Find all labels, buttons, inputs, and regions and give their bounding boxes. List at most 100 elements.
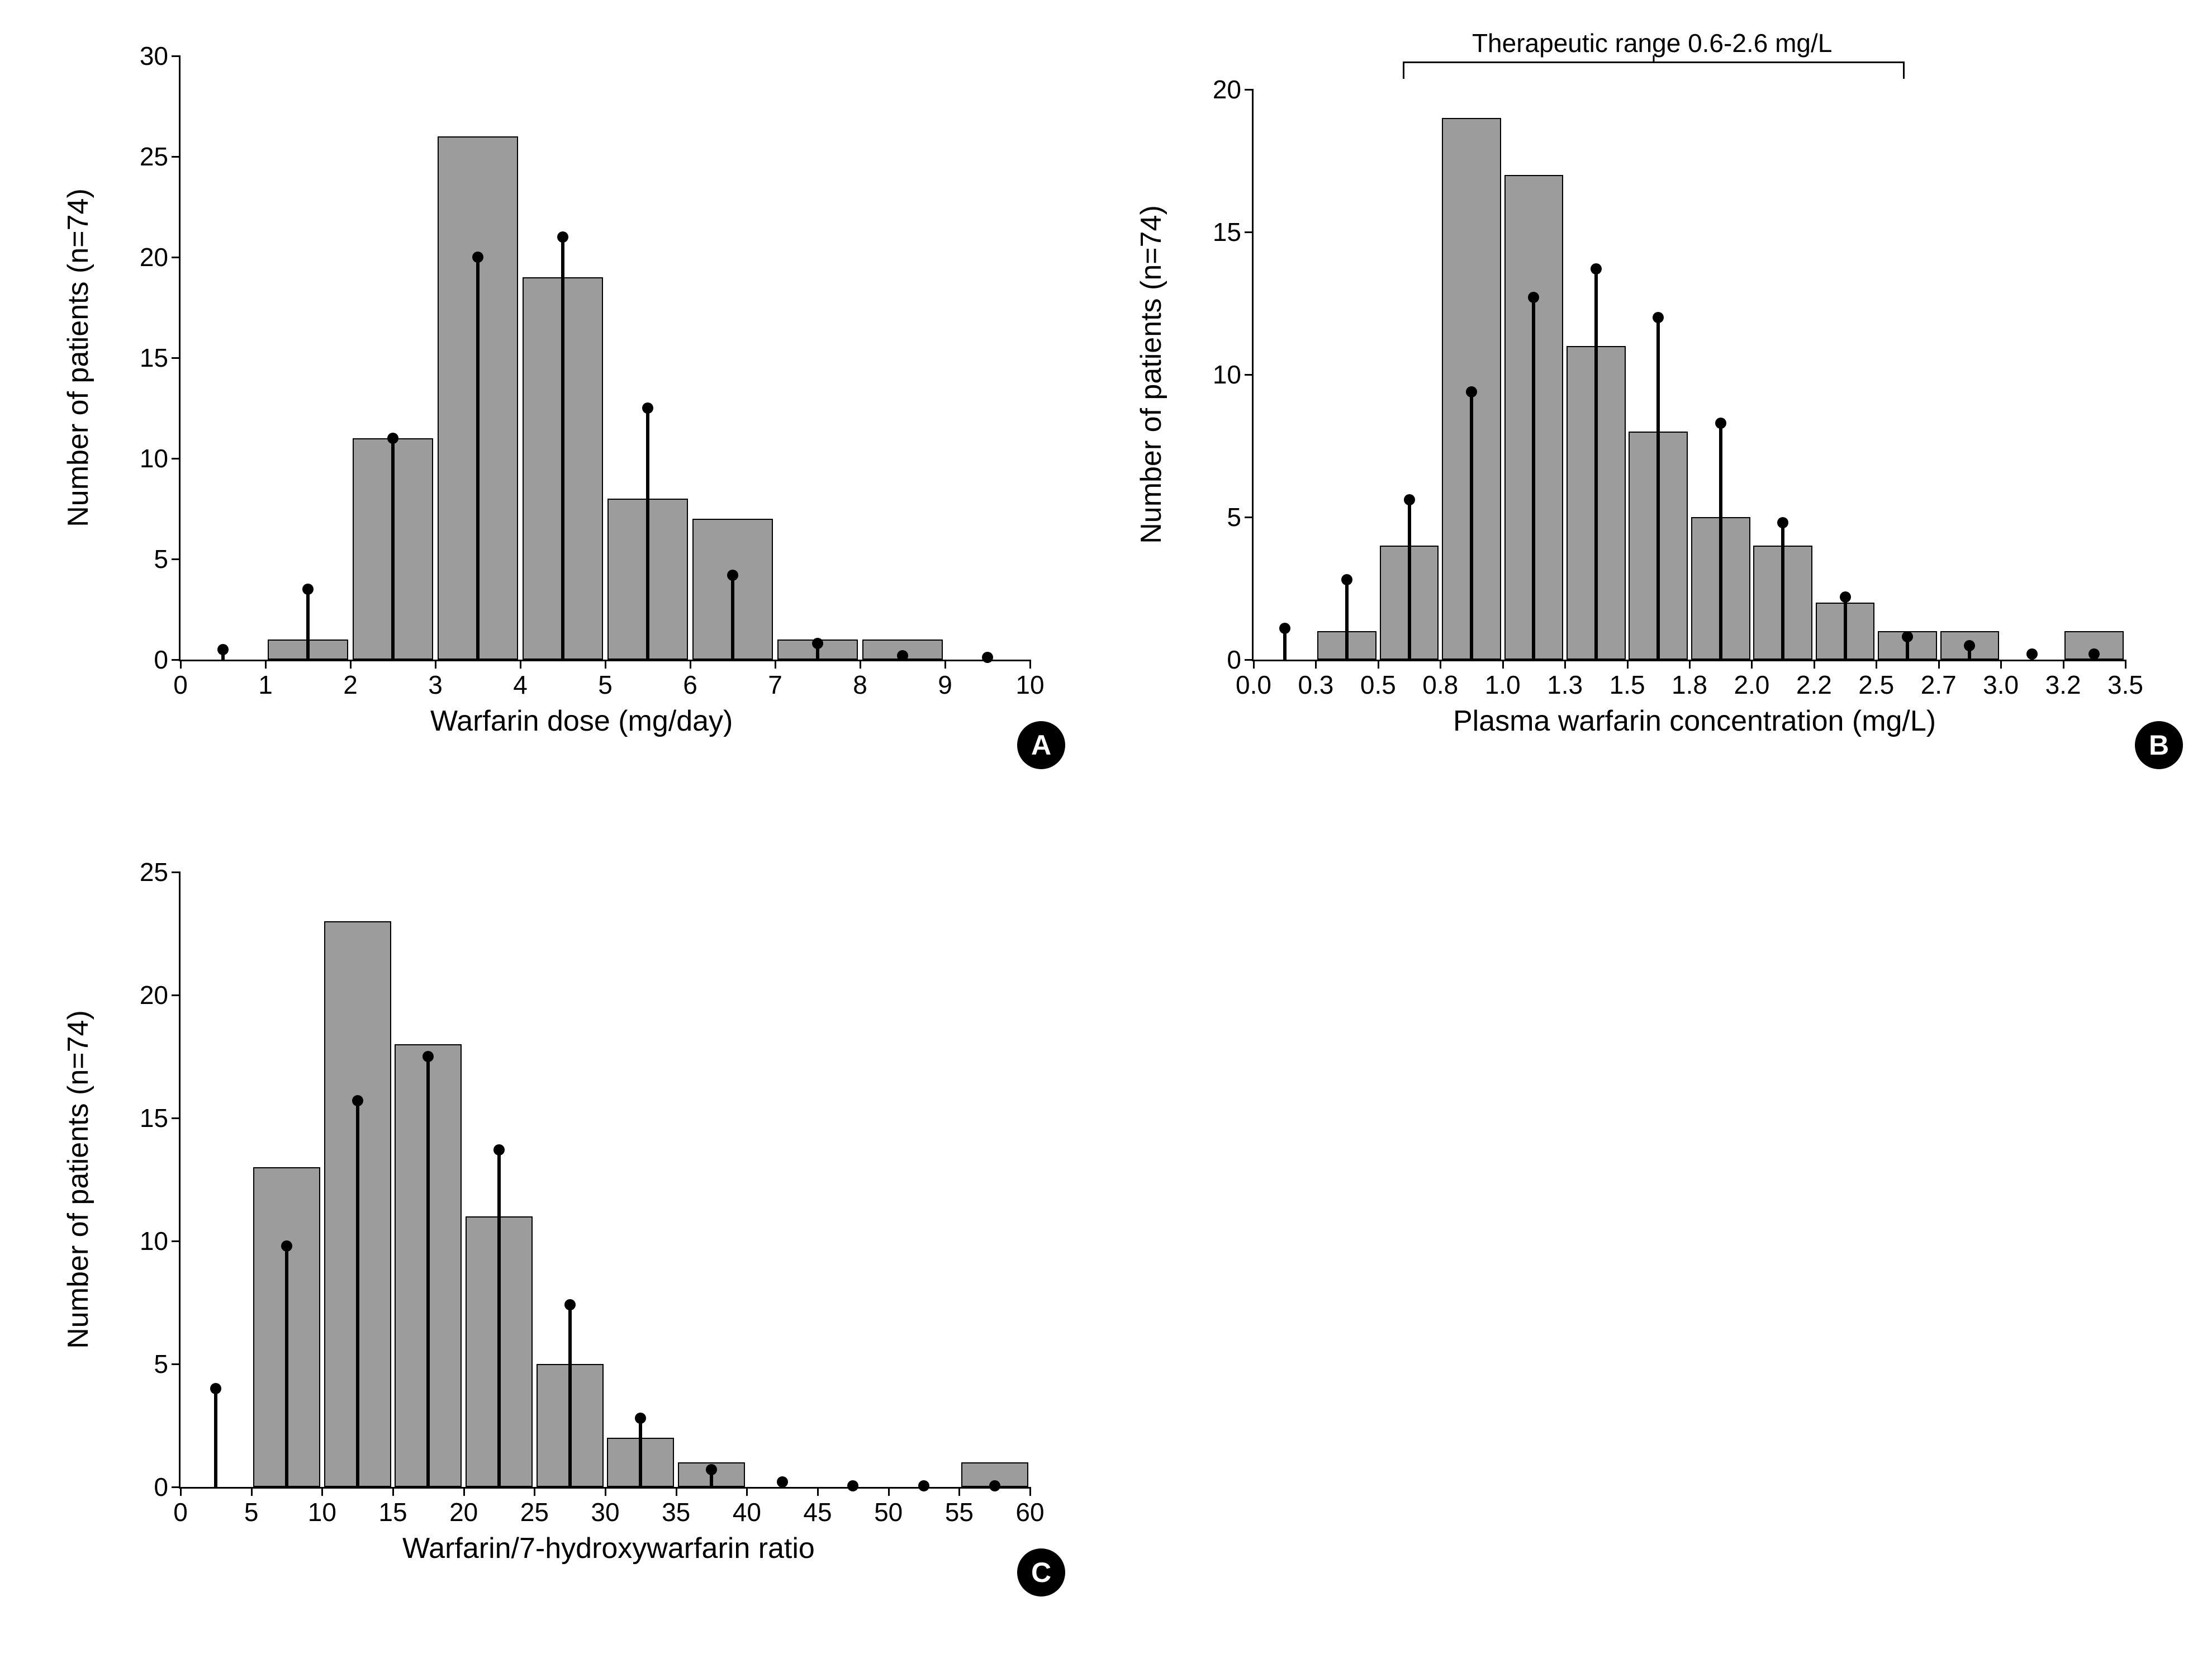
- x-tick-label: 5: [598, 660, 613, 700]
- stem-marker: [387, 433, 398, 444]
- stem-line: [426, 1057, 430, 1487]
- y-tick-label: 15: [140, 343, 181, 373]
- stem-line: [1532, 297, 1535, 660]
- panel-badge-b: B: [2135, 721, 2183, 769]
- stem-marker: [1404, 494, 1415, 505]
- stem-marker: [2088, 648, 2100, 660]
- figure: 051015202530012345678910 Number of patie…: [0, 0, 2212, 1658]
- y-tick-label: 25: [140, 857, 181, 887]
- y-tick-label: 10: [140, 1226, 181, 1256]
- x-tick-label: 60: [1015, 1487, 1044, 1527]
- stem-marker: [210, 1383, 221, 1394]
- stem-marker: [918, 1480, 929, 1491]
- stem-marker: [1653, 312, 1664, 323]
- stem-line: [1594, 269, 1598, 660]
- stem-marker: [2026, 648, 2038, 660]
- therapeutic-range-bracket: [1403, 61, 1904, 79]
- stem-line: [476, 257, 480, 660]
- stem-line: [1781, 523, 1784, 660]
- stem-line: [1345, 580, 1349, 660]
- x-tick-label: 3.2: [2045, 660, 2081, 700]
- stem-line: [1719, 423, 1722, 660]
- stem-line: [731, 575, 734, 660]
- x-axis-label-a: Warfarin dose (mg/day): [430, 704, 733, 738]
- x-tick-label: 1.0: [1485, 660, 1521, 700]
- x-tick-label: 2.7: [1921, 660, 1957, 700]
- stem-marker: [281, 1240, 292, 1252]
- stem-marker: [302, 584, 314, 595]
- x-tick-label: 0: [173, 1487, 188, 1527]
- stem-line: [391, 438, 395, 660]
- x-tick-label: 5: [244, 1487, 259, 1527]
- x-tick-label: 40: [733, 1487, 761, 1527]
- stem-marker: [217, 644, 229, 655]
- x-tick-label: 35: [662, 1487, 690, 1527]
- stem-line: [356, 1101, 359, 1487]
- panel-badge-b-label: B: [2149, 729, 2169, 761]
- stem-marker: [642, 402, 653, 414]
- stem-marker: [1466, 386, 1477, 397]
- stem-line: [1844, 597, 1847, 660]
- y-tick-label: 15: [140, 1103, 181, 1133]
- x-tick-label: 10: [1015, 660, 1044, 700]
- stem-marker: [472, 252, 483, 263]
- plot-area-b: 051015200.00.30.50.81.01.31.51.82.02.22.…: [1252, 89, 2125, 661]
- x-tick-label: 10: [308, 1487, 336, 1527]
- stem-line: [497, 1150, 501, 1487]
- x-tick-label: 1.3: [1547, 660, 1583, 700]
- x-tick-label: 50: [874, 1487, 903, 1527]
- x-tick-label: 25: [520, 1487, 549, 1527]
- x-tick-label: 0.0: [1236, 660, 1271, 700]
- x-tick-label: 1.8: [1672, 660, 1707, 700]
- x-axis-label-c: Warfarin/7-hydroxywarfarin ratio: [402, 1532, 815, 1565]
- stem-line: [1470, 392, 1473, 660]
- stem-line: [639, 1418, 642, 1487]
- y-tick-label: 15: [1213, 217, 1254, 247]
- x-tick-label: 2.0: [1734, 660, 1769, 700]
- panel-badge-c: C: [1017, 1548, 1065, 1597]
- x-tick-label: 0: [173, 660, 188, 700]
- y-tick-label: 10: [1213, 359, 1254, 390]
- stem-marker: [989, 1480, 1000, 1491]
- stem-marker: [564, 1299, 576, 1310]
- x-axis-label-b: Plasma warfarin concentration (mg/L): [1453, 704, 1936, 738]
- stem-marker: [1528, 292, 1539, 303]
- stem-line: [561, 237, 564, 660]
- x-tick-label: 4: [513, 660, 528, 700]
- panel-b: 051015200.00.30.50.81.01.31.51.82.02.22.…: [1140, 22, 2191, 783]
- y-tick-label: 20: [1213, 74, 1254, 105]
- x-tick-label: 2: [343, 660, 358, 700]
- x-tick-label: 7: [768, 660, 782, 700]
- stem-marker: [897, 650, 908, 661]
- stem-line: [568, 1305, 572, 1487]
- plot-area-c: 0510152025051015202530354045505560: [179, 872, 1030, 1489]
- y-tick-label: 5: [154, 544, 181, 574]
- stem-marker: [1840, 591, 1851, 603]
- y-tick-label: 20: [140, 242, 181, 272]
- y-tick-label: 30: [140, 41, 181, 71]
- y-tick-label: 5: [154, 1349, 181, 1379]
- y-axis-label-c: Number of patients (n=74): [61, 1010, 95, 1349]
- x-tick-label: 9: [938, 660, 952, 700]
- stem-line: [306, 589, 310, 660]
- x-tick-label: 6: [683, 660, 697, 700]
- stem-line: [1408, 500, 1411, 660]
- panel-c: 0510152025051015202530354045505560 Numbe…: [67, 839, 1084, 1610]
- x-tick-label: 3.0: [1983, 660, 2019, 700]
- x-tick-label: 0.5: [1360, 660, 1396, 700]
- y-tick-label: 5: [1227, 502, 1254, 532]
- stem-marker: [352, 1095, 363, 1106]
- stem-marker: [423, 1051, 434, 1062]
- plot-area-a: 051015202530012345678910: [179, 56, 1030, 661]
- stem-marker: [812, 638, 823, 649]
- x-tick-label: 1.5: [1610, 660, 1645, 700]
- stem-marker: [777, 1476, 788, 1488]
- x-tick-label: 1: [258, 660, 273, 700]
- y-axis-label-b: Number of patients (n=74): [1135, 205, 1168, 544]
- x-tick-label: 0.8: [1422, 660, 1458, 700]
- stem-line: [1656, 318, 1660, 660]
- stem-marker: [982, 652, 993, 663]
- x-tick-label: 2.2: [1796, 660, 1832, 700]
- stem-marker: [1591, 263, 1602, 274]
- stem-marker: [493, 1144, 505, 1155]
